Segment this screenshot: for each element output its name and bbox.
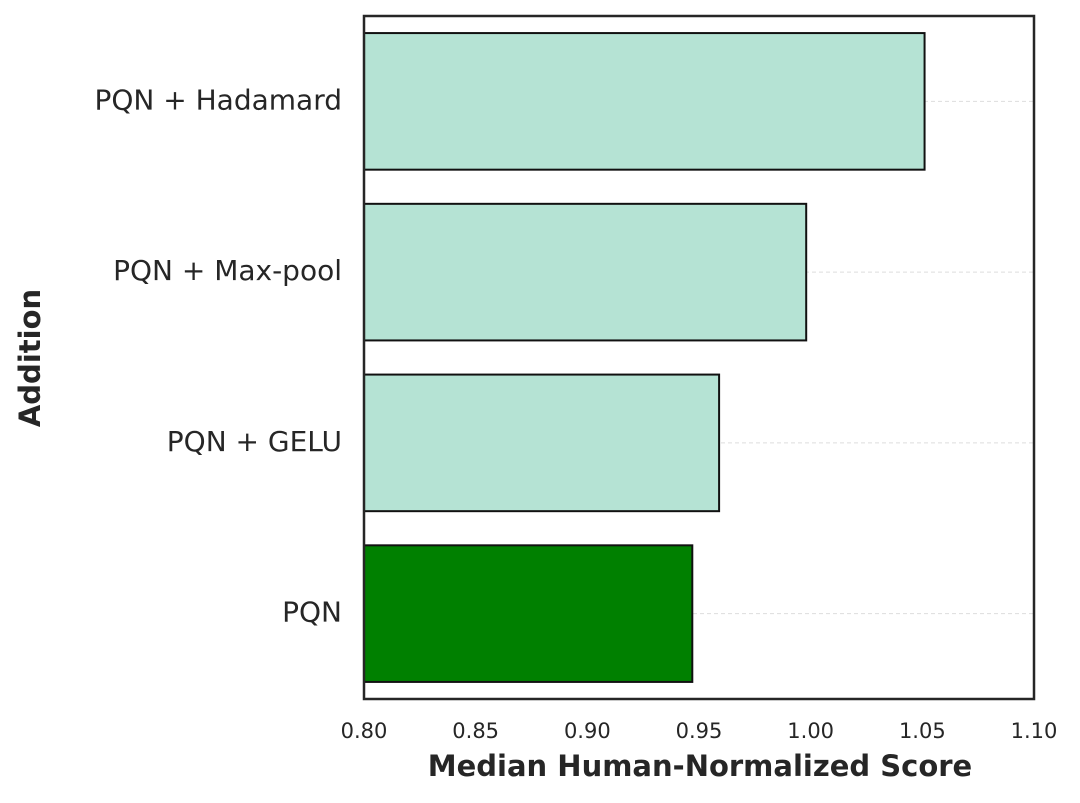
x-tick-label: 0.85 <box>452 719 499 743</box>
y-axis-label: Addition <box>13 289 47 427</box>
x-tick-label: 0.90 <box>564 719 611 743</box>
plot-frame <box>362 14 1036 701</box>
x-tick-label: 1.05 <box>899 719 946 743</box>
x-tick-label: 0.95 <box>676 719 723 743</box>
y-tick-label: PQN + Max-pool <box>113 254 342 287</box>
x-tick-label: 1.10 <box>1011 719 1058 743</box>
bar <box>363 202 808 342</box>
x-tick-label: 1.00 <box>787 719 834 743</box>
bar <box>363 544 694 683</box>
y-tick-label: PQN + Hadamard <box>94 83 342 116</box>
x-axis-label: Median Human-Normalized Score <box>428 749 972 783</box>
bar <box>363 32 926 171</box>
y-tick-label: PQN <box>282 596 342 629</box>
y-tick-label: PQN + GELU <box>167 425 342 458</box>
x-tick-label: 0.80 <box>341 719 388 743</box>
bar <box>363 373 721 513</box>
